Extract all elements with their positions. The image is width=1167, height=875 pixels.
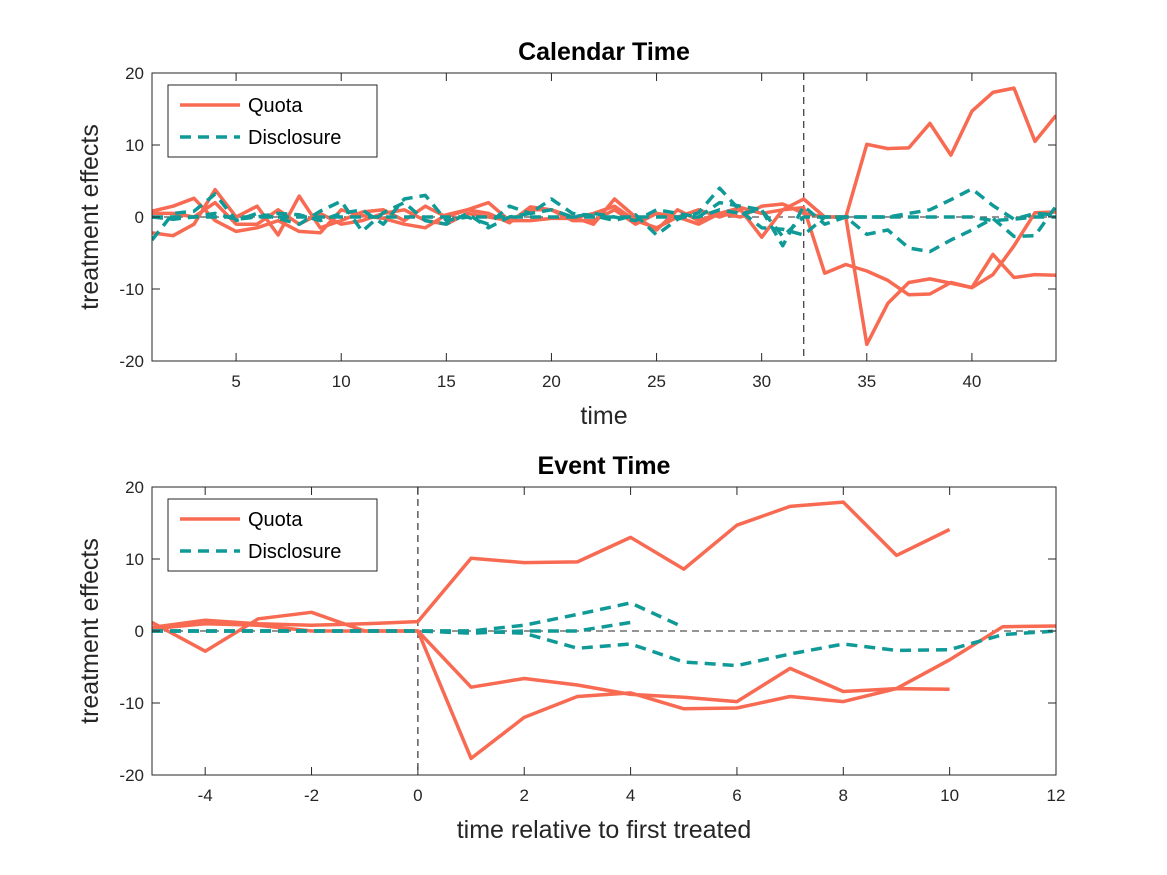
x-tick-label: 8 — [839, 786, 848, 805]
x-tick-label: 10 — [332, 372, 351, 391]
y-tick-label: 10 — [125, 136, 144, 155]
legend-box — [167, 498, 378, 572]
x-tick-label: -2 — [304, 786, 319, 805]
y-tick-label: -20 — [119, 766, 144, 785]
series-line-disclosure-5 — [152, 204, 1056, 248]
legend-label-disclosure: Disclosure — [248, 541, 341, 563]
x-tick-label: 10 — [940, 786, 959, 805]
y-tick-label: 10 — [125, 550, 144, 569]
x-tick-label: 30 — [752, 372, 771, 391]
x-axis-label: time — [580, 402, 627, 430]
x-axis-label: time relative to first treated — [457, 816, 752, 844]
x-tick-label: 25 — [647, 372, 666, 391]
series-group — [152, 86, 1056, 347]
x-tick-label: 35 — [857, 372, 876, 391]
x-tick-label: 6 — [732, 786, 741, 805]
y-tick-label: -20 — [119, 352, 144, 371]
legend-label-quota: Quota — [248, 95, 303, 117]
series-line-quota-1 — [152, 187, 1056, 297]
chart-title: Event Time — [538, 452, 671, 480]
legend: Quota Disclosure — [167, 498, 378, 572]
y-tick-label: 20 — [125, 478, 144, 497]
calendar-time-panel: Calendar Time time treatment effects 5 10… — [76, 38, 1057, 430]
series-group — [152, 500, 1056, 761]
x-tick-label: 12 — [1047, 786, 1066, 805]
legend-box — [167, 84, 378, 158]
y-tick-label: -10 — [119, 280, 144, 299]
x-tick-label: 15 — [437, 372, 456, 391]
x-tick-label: -4 — [198, 786, 213, 805]
series-line-quota-0 — [152, 500, 951, 630]
x-tick-label: 40 — [962, 372, 981, 391]
y-tick-label: 20 — [125, 64, 144, 83]
y-tick-label: 0 — [135, 622, 144, 641]
legend: Quota Disclosure — [167, 84, 378, 158]
y-tick-label: 0 — [135, 208, 144, 227]
x-tick-label: 20 — [542, 372, 561, 391]
legend-label-disclosure: Disclosure — [248, 127, 341, 149]
legend-label-quota: Quota — [248, 509, 303, 531]
event-time-panel: Event Time time relative to first treate… — [76, 452, 1065, 844]
chart-title: Calendar Time — [518, 38, 690, 66]
x-tick-label: 4 — [626, 786, 635, 805]
y-axis-label: treatment effects — [76, 538, 104, 724]
series-line-disclosure-5 — [152, 620, 631, 635]
series-line-quota-1 — [152, 610, 950, 704]
y-tick-label: -10 — [119, 694, 144, 713]
y-axis-label: treatment effects — [76, 124, 104, 310]
x-tick-label: 5 — [231, 372, 240, 391]
x-tick-label: 0 — [413, 786, 422, 805]
x-tick-label: 2 — [520, 786, 529, 805]
